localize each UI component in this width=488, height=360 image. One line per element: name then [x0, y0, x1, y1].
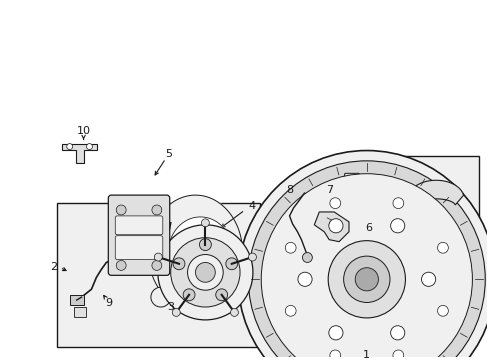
- Circle shape: [230, 309, 238, 316]
- Polygon shape: [408, 180, 463, 205]
- Circle shape: [158, 225, 252, 320]
- FancyBboxPatch shape: [115, 216, 163, 235]
- Circle shape: [172, 309, 180, 316]
- Text: 5: 5: [165, 149, 172, 158]
- Circle shape: [437, 242, 447, 253]
- Circle shape: [421, 272, 435, 286]
- Circle shape: [238, 150, 488, 360]
- Circle shape: [116, 261, 126, 270]
- Bar: [57, 203, 259, 347]
- Text: 1: 1: [363, 350, 369, 360]
- Polygon shape: [61, 144, 97, 163]
- Polygon shape: [182, 235, 218, 270]
- Circle shape: [285, 242, 296, 253]
- Circle shape: [154, 253, 162, 261]
- Bar: [331, 157, 478, 265]
- Polygon shape: [343, 206, 403, 234]
- Circle shape: [390, 326, 404, 340]
- Circle shape: [327, 241, 405, 318]
- Circle shape: [151, 287, 170, 307]
- Text: 7: 7: [325, 185, 332, 195]
- Circle shape: [195, 262, 215, 282]
- Text: 8: 8: [285, 185, 292, 195]
- Text: 9: 9: [105, 298, 113, 308]
- Bar: [70, 295, 83, 305]
- Polygon shape: [343, 173, 363, 193]
- Circle shape: [225, 258, 237, 270]
- Circle shape: [302, 253, 312, 262]
- Circle shape: [86, 144, 92, 149]
- Circle shape: [392, 350, 403, 360]
- Circle shape: [152, 261, 162, 270]
- Polygon shape: [433, 233, 452, 249]
- Text: 2: 2: [50, 262, 57, 273]
- Circle shape: [390, 219, 404, 233]
- Circle shape: [297, 272, 311, 286]
- Circle shape: [328, 220, 338, 230]
- Circle shape: [66, 144, 73, 149]
- Text: 6: 6: [365, 223, 371, 233]
- Circle shape: [329, 350, 340, 360]
- Circle shape: [173, 258, 184, 270]
- Circle shape: [328, 219, 342, 233]
- Polygon shape: [314, 212, 348, 242]
- Circle shape: [437, 305, 447, 316]
- Text: 4: 4: [248, 201, 255, 211]
- Circle shape: [152, 205, 162, 215]
- Text: 10: 10: [77, 126, 90, 136]
- Text: 3: 3: [167, 302, 174, 312]
- Circle shape: [392, 198, 403, 208]
- Circle shape: [354, 268, 378, 291]
- Polygon shape: [148, 195, 242, 310]
- Bar: [74, 307, 85, 317]
- Circle shape: [215, 289, 227, 301]
- Circle shape: [343, 256, 389, 302]
- Circle shape: [261, 174, 471, 360]
- Circle shape: [187, 255, 223, 290]
- Circle shape: [183, 289, 195, 301]
- Circle shape: [248, 161, 484, 360]
- Circle shape: [170, 238, 240, 307]
- FancyBboxPatch shape: [115, 236, 163, 260]
- Circle shape: [116, 205, 126, 215]
- Circle shape: [199, 239, 211, 251]
- Circle shape: [201, 219, 209, 227]
- Circle shape: [248, 253, 256, 261]
- Circle shape: [329, 198, 340, 208]
- Polygon shape: [168, 217, 232, 288]
- Circle shape: [328, 326, 342, 340]
- Circle shape: [285, 305, 296, 316]
- FancyBboxPatch shape: [108, 195, 169, 275]
